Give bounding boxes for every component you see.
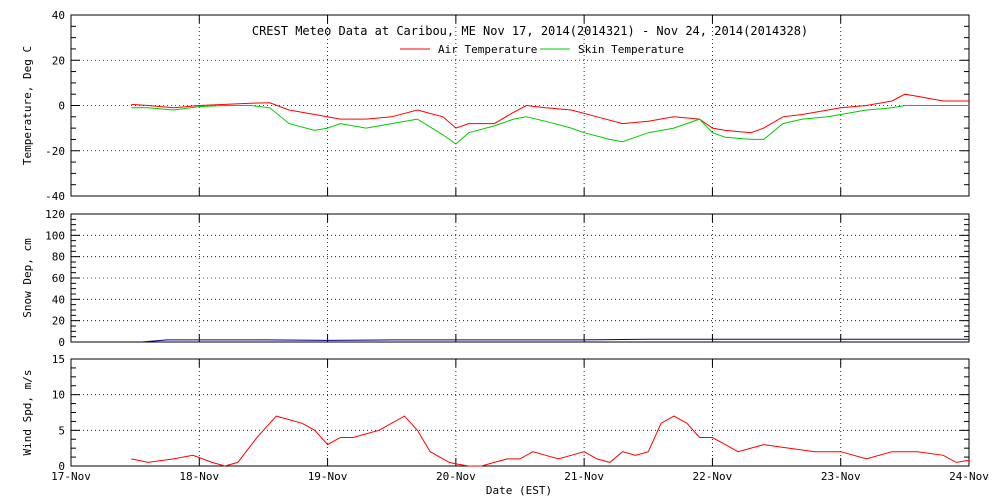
y-tick-label: 10 [52,389,65,402]
series-line-2 [131,105,969,145]
legend-label: Air Temperature [438,43,537,56]
x-tick-label: 23-Nov [821,470,861,483]
y-axis-label: Snow Dep, cm [21,238,34,318]
y-tick-label: 80 [52,251,65,264]
y-tick-label: -20 [45,145,65,158]
panel-2: 0 20 40 60 80 100 120 Snow Dep, cm [21,208,970,349]
y-tick-label: 40 [52,293,65,306]
x-tick-label: 19-Nov [308,470,348,483]
panel-3: 0 5 10 15 17-Nov 18-Nov 19-Nov 20-Nov 21-Nov 22-N… [21,353,989,483]
plot-frame [70,358,970,467]
y-tick-label: 0 [58,336,65,349]
series-line-1 [141,338,969,343]
x-tick-label: 18-Nov [179,470,219,483]
y-tick-label: 40 [52,9,65,22]
y-tick-label: 15 [52,353,65,366]
y-axis-label: Wind Spd, m/s [21,369,34,455]
x-tick-label: 20-Nov [436,470,476,483]
y-tick-label: 100 [45,229,65,242]
y-axis-label: Temperature, Deg C [21,46,34,165]
chart-title: CREST Meteo Data at Caribou, ME Nov 17, … [252,24,808,38]
y-tick-label: 0 [58,100,65,113]
x-tick-label: 24-Nov [949,470,989,483]
series-line-1 [131,415,970,467]
x-axis-label: Date (EST) [486,484,552,497]
y-tick-label: 20 [52,54,65,67]
y-tick-label: 60 [52,272,65,285]
y-tick-label: 5 [58,424,65,437]
y-tick-label: 0 [58,460,65,473]
y-tick-label: -40 [45,190,65,203]
x-tick-label: 22-Nov [693,470,733,483]
y-tick-label: 120 [45,208,65,221]
x-tick-label: 21-Nov [564,470,604,483]
series-line-1 [131,93,969,134]
y-tick-label: 20 [52,315,65,328]
x-tick-label: 17-Nov [51,470,91,483]
legend-label: Skin Temperature [578,43,684,56]
panel-1: -40 -20 0 20 40 Temperature, Deg C Air Tempera… [21,9,970,203]
